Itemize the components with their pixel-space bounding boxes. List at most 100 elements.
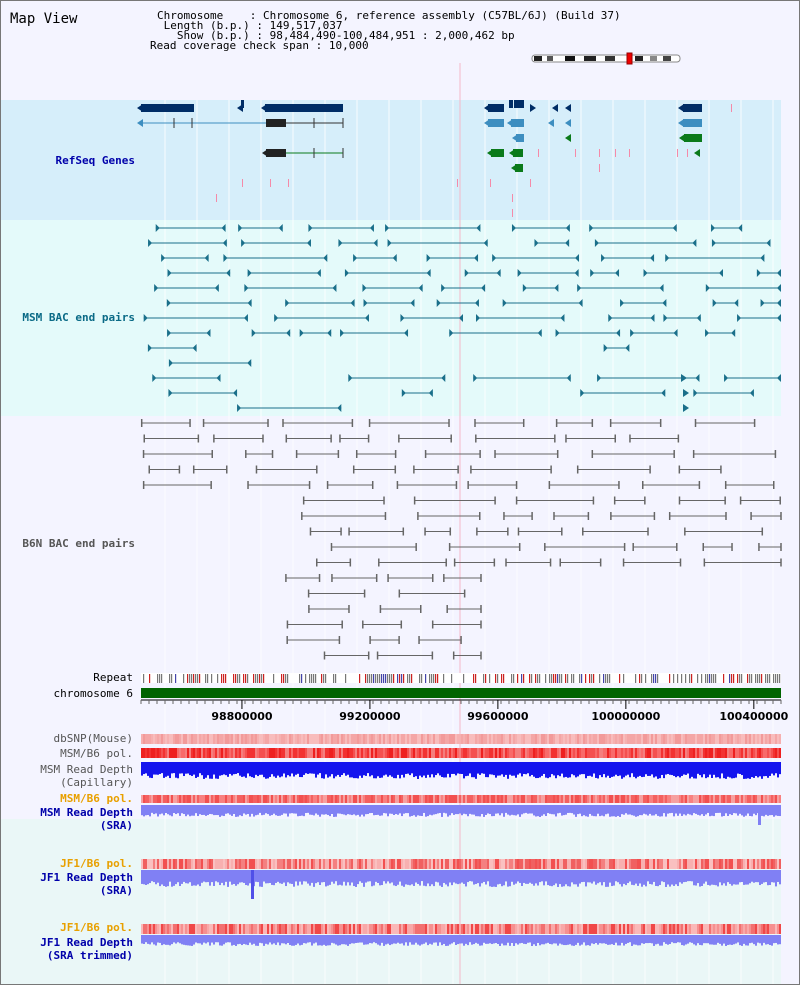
polymorphism-cell xyxy=(227,924,229,934)
depth-bar xyxy=(229,935,231,943)
repeat-mark xyxy=(419,674,421,683)
polymorphism-cell xyxy=(525,795,527,803)
polymorphism-cell xyxy=(483,748,485,758)
depth-bar xyxy=(601,935,603,944)
polymorphism-cell xyxy=(381,748,383,758)
dbsnp-cell xyxy=(291,734,293,744)
depth-bar xyxy=(601,870,603,886)
polymorphism-cell xyxy=(667,859,669,869)
depth-bar xyxy=(149,870,151,884)
depth-bar xyxy=(347,935,349,946)
depth-bar xyxy=(635,805,637,817)
depth-bar xyxy=(573,870,575,885)
depth-bar xyxy=(429,805,431,815)
polymorphism-cell xyxy=(485,748,487,758)
repeat-mark xyxy=(245,674,247,683)
polymorphism-cell xyxy=(541,924,543,934)
polymorphism-cell xyxy=(189,859,191,869)
bac-end-marker xyxy=(511,224,516,232)
depth-bar xyxy=(671,935,673,943)
depth-bar xyxy=(595,805,597,817)
depth-bar xyxy=(441,805,443,817)
depth-bar xyxy=(679,762,681,778)
depth-bar xyxy=(617,935,619,946)
depth-bar xyxy=(623,935,625,946)
refseq-label[interactable]: RefSeq Genes xyxy=(55,154,135,167)
depth-bar xyxy=(541,935,543,945)
polymorphism-cell xyxy=(341,748,343,758)
polymorphism-cell xyxy=(395,748,397,758)
dbsnp-cell xyxy=(711,734,713,744)
depth-bar xyxy=(709,935,711,945)
depth-bar xyxy=(387,870,389,882)
bac-end-marker xyxy=(362,284,367,292)
b6n-bac-label[interactable]: B6N BAC end pairs xyxy=(22,537,135,550)
polymorphism-cell xyxy=(635,859,637,869)
dbsnp-cell xyxy=(651,734,653,744)
polymorphism-cell xyxy=(169,924,171,934)
polymorphism-cell xyxy=(385,859,387,869)
depth-bar xyxy=(459,935,461,944)
depth-bar xyxy=(319,762,321,774)
dbsnp-cell xyxy=(639,734,641,744)
depth-bar xyxy=(159,870,161,887)
depth-bar xyxy=(517,870,519,882)
depth-bar xyxy=(245,805,247,815)
repeat-mark xyxy=(429,674,431,683)
dbsnp-cell xyxy=(271,734,273,744)
dbsnp-cell xyxy=(363,734,365,744)
depth-bar xyxy=(573,935,575,946)
repeat-mark xyxy=(475,674,477,683)
polymorphism-cell xyxy=(277,795,279,803)
dbsnp-cell xyxy=(295,734,297,744)
polymorphism-cell xyxy=(439,859,441,869)
depth-bar xyxy=(615,870,617,882)
depth-bar xyxy=(703,870,705,884)
depth-bar xyxy=(743,762,745,779)
depth-bar xyxy=(333,870,335,884)
polymorphism-cell xyxy=(237,924,239,934)
dbsnp-cell xyxy=(305,734,307,744)
repeat-mark xyxy=(777,674,779,683)
depth-bar xyxy=(393,935,395,944)
polymorphism-cell xyxy=(385,795,387,803)
polymorphism-cell xyxy=(541,859,543,869)
polymorphism-cell xyxy=(701,924,703,934)
polymorphism-cell xyxy=(453,924,455,934)
depth-bar xyxy=(645,762,647,775)
dbsnp-cell xyxy=(529,734,531,744)
polymorphism-cell xyxy=(149,748,151,758)
polymorphism-cell xyxy=(279,795,281,803)
depth-bar xyxy=(147,935,149,944)
bac-end-marker xyxy=(222,239,227,247)
depth-bar xyxy=(729,935,731,945)
polymorphism-cell xyxy=(421,859,423,869)
depth-bar xyxy=(433,805,435,815)
polymorphism-cell xyxy=(751,748,753,758)
polymorphism-cell xyxy=(425,859,427,869)
msm-bac-label[interactable]: MSM BAC end pairs xyxy=(22,311,135,324)
jf1-depth-sra-label-2: (SRA) xyxy=(99,884,133,897)
bac-end-marker xyxy=(473,374,478,382)
polymorphism-cell xyxy=(761,859,763,869)
polymorphism-cell xyxy=(215,859,217,869)
polymorphism-cell xyxy=(647,748,649,758)
depth-bar xyxy=(169,870,171,882)
polymorphism-cell xyxy=(419,859,421,869)
polymorphism-cell xyxy=(277,748,279,758)
polymorphism-cell xyxy=(267,748,269,758)
dbsnp-cell xyxy=(443,734,445,744)
polymorphism-cell xyxy=(371,795,373,803)
depth-bar xyxy=(573,805,575,815)
depth-bar xyxy=(423,870,425,886)
polymorphism-cell xyxy=(767,795,769,803)
depth-bar xyxy=(147,805,149,816)
polymorphism-cell xyxy=(607,924,609,934)
bac-end-marker xyxy=(650,254,655,262)
polymorphism-cell xyxy=(607,748,609,758)
dbsnp-cell xyxy=(433,734,435,744)
depth-bar xyxy=(377,762,379,777)
polymorphism-cell xyxy=(373,748,375,758)
depth-bar xyxy=(591,935,593,944)
